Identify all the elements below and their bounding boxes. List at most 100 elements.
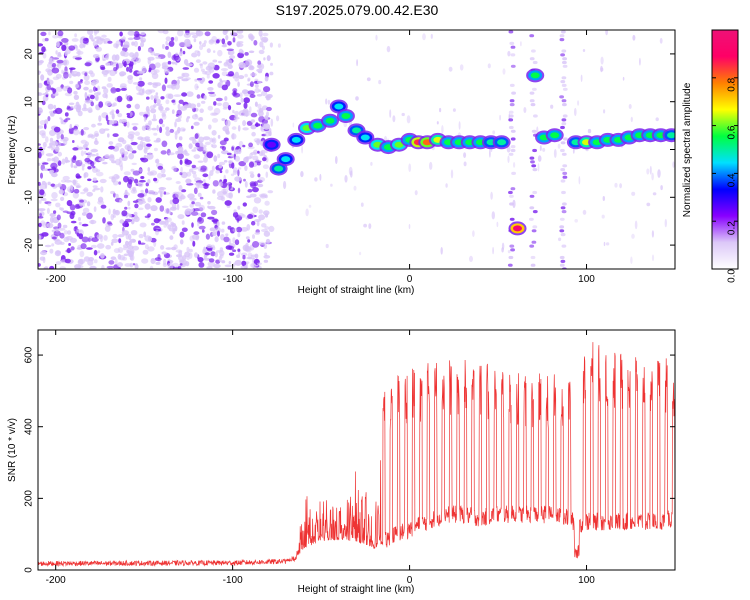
noise-blob xyxy=(81,163,86,167)
noise-blob xyxy=(258,209,263,214)
noise-blob xyxy=(45,153,54,157)
snr-ylabel: SNR (10 * v/v) xyxy=(7,418,18,482)
noise-blob xyxy=(88,70,94,75)
noise-blob xyxy=(197,117,203,121)
noise-blob xyxy=(50,183,56,187)
noise-streak xyxy=(523,107,527,113)
band-blob xyxy=(561,76,567,80)
noise-blob xyxy=(133,40,138,47)
noise-blob xyxy=(132,170,141,176)
noise-blob xyxy=(84,72,88,77)
noise-streak xyxy=(574,107,577,117)
noise-blob xyxy=(187,193,195,199)
noise-blob xyxy=(256,220,260,227)
noise-blob xyxy=(78,233,84,240)
noise-blob xyxy=(93,30,100,34)
noise-blob xyxy=(182,128,186,132)
noise-streak xyxy=(305,208,309,217)
noise-blob xyxy=(193,67,200,73)
band-blob xyxy=(559,263,565,267)
noise-blob xyxy=(96,152,99,157)
noise-streak xyxy=(651,230,655,238)
noise-blob xyxy=(160,168,166,174)
noise-blob xyxy=(188,143,193,150)
noise-blob xyxy=(182,255,187,261)
noise-blob xyxy=(93,140,99,146)
noise-blob xyxy=(232,167,238,173)
noise-blob xyxy=(179,263,183,266)
noise-blob xyxy=(202,146,207,152)
noise-blob xyxy=(243,102,248,109)
noise-streak xyxy=(490,191,493,200)
noise-blob xyxy=(129,147,134,152)
band-blob xyxy=(531,129,537,133)
noise-blob xyxy=(237,232,241,238)
noise-blob xyxy=(102,93,108,99)
noise-blob xyxy=(151,127,157,131)
noise-blob xyxy=(221,146,226,151)
noise-blob xyxy=(55,202,61,208)
noise-streak xyxy=(366,77,371,82)
noise-blob xyxy=(98,101,104,108)
noise-blob xyxy=(117,247,124,253)
noise-streak xyxy=(283,180,287,190)
noise-blob xyxy=(252,187,259,193)
y-tick-label: 600 xyxy=(24,346,35,363)
noise-blob xyxy=(134,263,138,267)
noise-blob xyxy=(78,221,82,226)
noise-blob xyxy=(147,217,150,220)
noise-blob xyxy=(240,97,244,103)
noise-blob xyxy=(185,77,191,80)
noise-blob xyxy=(42,162,49,165)
band-blob xyxy=(532,168,538,172)
noise-blob xyxy=(168,211,172,215)
noise-streak xyxy=(325,98,328,105)
noise-blob xyxy=(57,141,61,147)
band-blob xyxy=(559,38,565,42)
noise-blob xyxy=(105,244,112,250)
noise-blob xyxy=(38,143,41,146)
noise-blob xyxy=(139,179,146,183)
noise-blob xyxy=(160,192,163,198)
noise-blob xyxy=(189,197,197,201)
noise-blob xyxy=(92,54,100,59)
noise-blob xyxy=(68,243,71,246)
noise-blob xyxy=(209,93,217,97)
noise-blob xyxy=(120,37,126,41)
noise-blob xyxy=(82,37,89,44)
noise-blob xyxy=(81,223,89,227)
noise-blob xyxy=(49,137,54,143)
noise-streak xyxy=(459,64,464,71)
noise-blob xyxy=(219,181,223,187)
noise-blob xyxy=(231,133,235,140)
noise-blob xyxy=(196,94,201,99)
noise-blob xyxy=(213,101,217,106)
noise-blob xyxy=(217,49,223,57)
noise-blob xyxy=(107,133,110,138)
noise-blob xyxy=(162,192,170,195)
noise-blob xyxy=(171,83,176,90)
noise-streak xyxy=(344,175,348,183)
noise-blob xyxy=(70,105,74,109)
noise-blob xyxy=(88,109,93,113)
noise-blob xyxy=(234,239,240,246)
noise-blob xyxy=(206,74,210,79)
noise-blob xyxy=(77,259,84,266)
noise-blob xyxy=(263,57,266,61)
noise-blob xyxy=(185,261,190,267)
noise-blob xyxy=(191,222,194,228)
band-blob xyxy=(529,206,535,210)
band-blob xyxy=(560,148,565,153)
noise-blob xyxy=(128,152,135,160)
noise-blob xyxy=(171,109,175,114)
noise-blob xyxy=(153,177,158,182)
noise-blob xyxy=(258,214,266,221)
noise-blob xyxy=(65,236,74,241)
noise-blob xyxy=(257,183,264,188)
noise-blob xyxy=(251,220,256,226)
noise-streak xyxy=(614,182,618,188)
noise-streak xyxy=(429,161,433,170)
noise-blob xyxy=(249,94,256,98)
noise-blob xyxy=(199,108,204,113)
